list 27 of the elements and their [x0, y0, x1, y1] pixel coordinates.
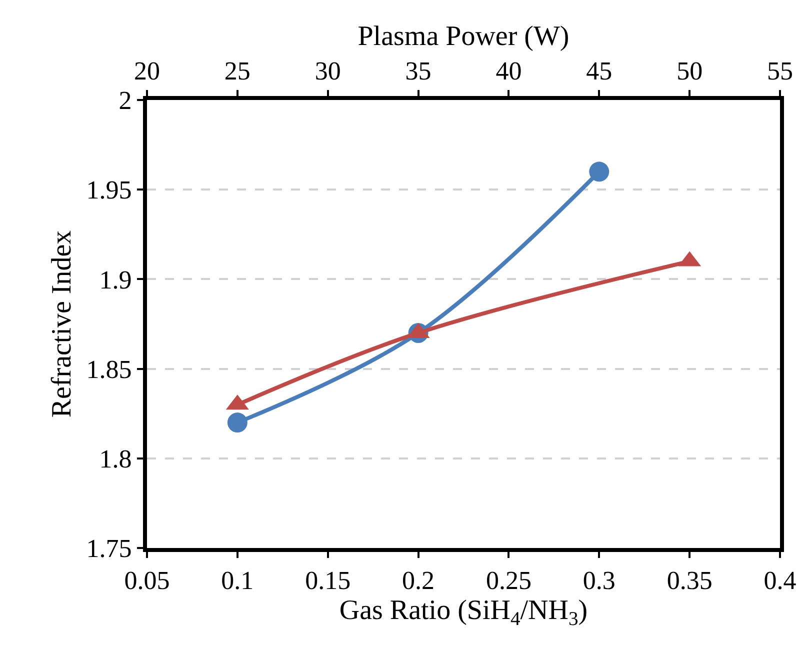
y-tick-label: 1.8 [99, 444, 132, 474]
y-tick-label: 1.9 [99, 265, 132, 294]
x2-tick-label: 25 [224, 56, 250, 86]
x-tick-label: 0.3 [582, 566, 616, 596]
x2-tick-label: 40 [496, 56, 522, 86]
x-tick-label: 0.35 [666, 566, 712, 596]
y-tick-label: 1.85 [86, 354, 132, 384]
x-tick-label: 0.4 [764, 566, 796, 596]
y-tick-label: 1.95 [86, 176, 132, 205]
x-tick-label: 0.2 [402, 566, 435, 596]
point [227, 412, 248, 433]
x2-tick-label: 35 [405, 56, 432, 86]
y-axis-title: Refractive Index [46, 230, 78, 418]
y-tick-label: 1.75 [86, 534, 132, 564]
x-tick-label: 0.15 [305, 566, 351, 596]
x2-tick-label: 50 [676, 56, 703, 86]
x2-tick-label: 45 [586, 56, 612, 86]
x2-tick-label: 20 [134, 56, 160, 86]
x-axis-title: Gas Ratio (SiH$_{4}$/NH$_{3}$) [339, 595, 588, 630]
x2-tick-label: 30 [314, 56, 341, 86]
x-tick-label: 0.25 [486, 566, 532, 596]
x-tick-label: 0.05 [124, 566, 170, 596]
x-tick-label: 0.1 [221, 566, 254, 596]
point [589, 162, 610, 182]
x2-tick-label: 55 [767, 56, 793, 86]
y-tick-label: 2 [118, 86, 132, 116]
x2-axis-title: Plasma Power (W) [358, 20, 570, 52]
